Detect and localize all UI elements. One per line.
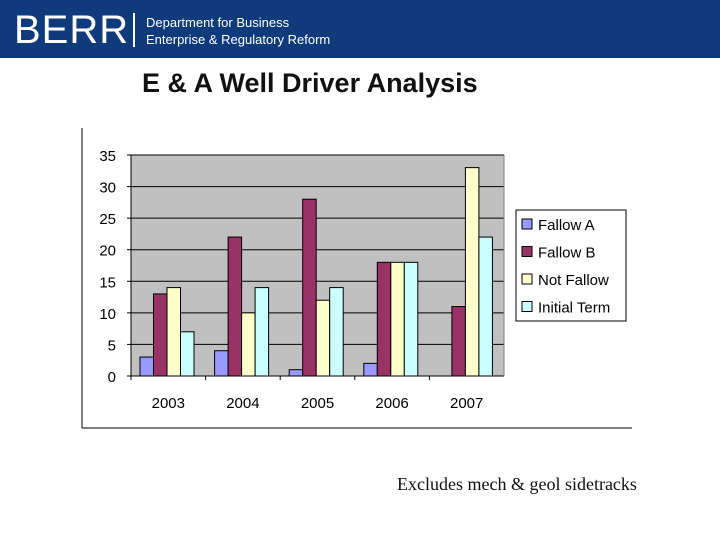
x-tick-label: 2005 xyxy=(301,395,334,412)
chart-area-border xyxy=(81,128,632,429)
y-tick-label: 5 xyxy=(108,337,116,354)
legend-label: Initial Term xyxy=(538,300,610,317)
legend-swatch xyxy=(521,273,533,285)
bar-fallow-b-2004 xyxy=(227,236,243,377)
bar-not-fallow-2004 xyxy=(241,312,256,377)
slide-title: E & A Well Driver Analysis xyxy=(142,68,478,98)
bar-not-fallow-2005 xyxy=(315,299,331,377)
bar-fallow-a-2005 xyxy=(288,369,304,377)
bar-initial-term-2006 xyxy=(403,261,419,377)
legend-swatch xyxy=(521,218,533,230)
bar-fallow-b-2005 xyxy=(302,198,317,377)
bar-initial-term-2007 xyxy=(478,236,493,377)
header-banner: BERR Department for Business Enterprise … xyxy=(0,0,720,58)
y-tick-label: 0 xyxy=(108,369,116,386)
y-tick-label: 15 xyxy=(99,274,116,291)
bar-fallow-b-2003 xyxy=(153,293,168,377)
legend-box xyxy=(515,209,627,322)
bar-not-fallow-2003 xyxy=(166,287,181,377)
bar-not-fallow-2006 xyxy=(390,261,405,377)
department-name: Department for Business Enterprise & Reg… xyxy=(146,14,330,48)
bar-fallow-a-2004 xyxy=(214,350,229,377)
axes xyxy=(130,155,505,377)
x-tick-label: 2007 xyxy=(450,395,483,412)
y-tick-label: 10 xyxy=(99,306,116,323)
x-tick-label: 2006 xyxy=(375,395,408,412)
y-tick-label: 20 xyxy=(99,243,116,260)
bar-fallow-a-2003 xyxy=(139,356,154,377)
bar-fallow-b-2006 xyxy=(376,261,392,377)
bar-not-fallow-2007 xyxy=(464,167,480,377)
y-tick-label: 30 xyxy=(99,180,116,197)
department-line-2: Enterprise & Regulatory Reform xyxy=(146,32,331,47)
legend-label: Fallow B xyxy=(538,245,596,262)
y-tick-label: 25 xyxy=(99,211,116,228)
bar-fallow-a-2006 xyxy=(363,362,378,377)
berr-logo: BERR xyxy=(14,8,130,52)
bar-initial-term-2004 xyxy=(254,287,270,377)
y-axis-ticks: 0 5 10 15 20 25 30 35 xyxy=(99,148,131,386)
legend-label: Not Fallow xyxy=(538,272,609,289)
legend-label: Fallow A xyxy=(538,217,595,234)
bars xyxy=(139,167,493,377)
logo-divider xyxy=(133,13,135,47)
footnote: Excludes mech & geol sidetracks xyxy=(397,474,637,494)
bar-initial-term-2003 xyxy=(180,331,195,377)
legend: Fallow A Fallow B Not Fallow Initial Term xyxy=(515,209,627,322)
department-line-1: Department for Business xyxy=(146,15,290,30)
bar-initial-term-2005 xyxy=(329,287,344,377)
legend-swatch xyxy=(521,246,533,257)
legend-swatch xyxy=(521,301,533,312)
x-tick-label: 2004 xyxy=(226,395,259,412)
x-tick-label: 2003 xyxy=(152,395,185,412)
bar-fallow-b-2007 xyxy=(451,306,466,377)
y-tick-label: 35 xyxy=(99,148,116,165)
x-axis-ticks: 2003 2004 2005 2006 2007 xyxy=(130,376,483,412)
